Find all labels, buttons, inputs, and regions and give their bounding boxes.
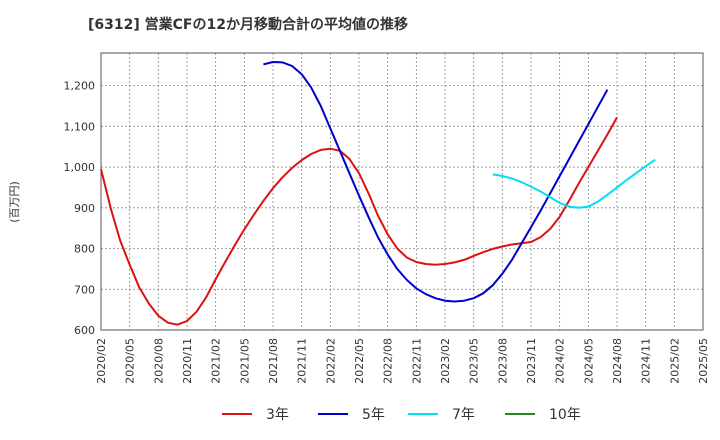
x-tick-label: 2022/08 (382, 338, 395, 384)
x-tick-label: 2022/05 (353, 338, 366, 384)
y-axis-ticks: 600 700 800 900 1,000 1,100 1,200 (64, 80, 96, 337)
x-tick-label: 2020/02 (95, 338, 108, 384)
x-tick-label: 2023/02 (439, 338, 452, 384)
x-tick-label: 2021/11 (296, 338, 309, 384)
x-tick-label: 2024/08 (611, 338, 624, 384)
legend-label: 7年 (452, 407, 475, 423)
y-tick-label: 1,000 (64, 161, 96, 174)
x-tick-label: 2024/11 (640, 338, 653, 384)
x-tick-label: 2025/05 (697, 338, 710, 384)
y-axis-label: (百万円) (8, 181, 21, 223)
x-tick-label: 2024/05 (582, 338, 595, 384)
x-tick-label: 2020/11 (181, 338, 194, 384)
legend: 3年 5年 7年 10年 (222, 407, 581, 423)
x-tick-label: 2021/02 (210, 338, 223, 384)
x-tick-label: 2020/05 (124, 338, 137, 384)
x-tick-label: 2020/08 (152, 338, 165, 384)
series-line (100, 116, 618, 326)
legend-label: 5年 (362, 407, 385, 423)
series-lines (100, 61, 656, 326)
y-tick-label: 900 (74, 202, 95, 215)
y-tick-label: 1,100 (64, 120, 96, 133)
x-tick-label: 2025/02 (668, 338, 681, 384)
x-tick-label: 2022/11 (410, 338, 423, 384)
y-tick-label: 1,200 (64, 80, 96, 93)
x-tick-label: 2021/05 (238, 338, 251, 384)
grid (100, 53, 704, 331)
y-tick-label: 800 (74, 243, 95, 256)
series-line (492, 158, 656, 209)
x-tick-label: 2023/05 (468, 338, 481, 384)
x-tick-label: 2021/08 (267, 338, 280, 384)
x-tick-label: 2023/11 (525, 338, 538, 384)
plot-frame (100, 52, 704, 331)
legend-label: 10年 (549, 407, 581, 423)
series-line (263, 61, 609, 303)
x-tick-label: 2023/08 (496, 338, 509, 384)
x-tick-label: 2022/02 (324, 338, 337, 384)
legend-label: 3年 (266, 407, 289, 423)
chart-title: [6312] 営業CFの12か月移動合計の平均値の推移 (88, 16, 408, 33)
x-tick-label: 2024/02 (554, 338, 567, 384)
y-tick-label: 700 (74, 283, 95, 296)
x-axis-ticks: 2020/02 2020/05 2020/08 2020/11 2021/02 2021/… (95, 338, 710, 384)
y-tick-label: 600 (74, 324, 95, 337)
